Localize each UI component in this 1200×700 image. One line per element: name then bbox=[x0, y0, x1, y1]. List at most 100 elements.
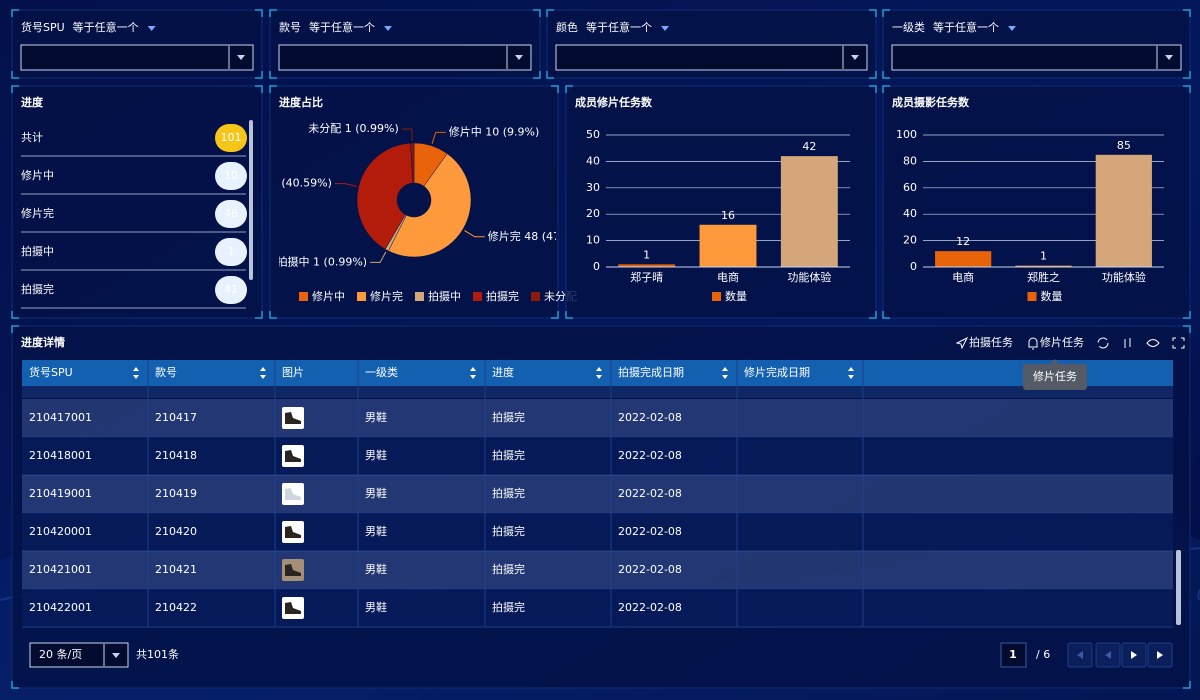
legend-label: 数量 bbox=[1041, 290, 1063, 303]
sort-caret[interactable] bbox=[722, 367, 728, 379]
refresh-icon[interactable] bbox=[1097, 337, 1109, 349]
progress-label[interactable]: 共计 bbox=[21, 131, 43, 144]
filter-label: 一级类 bbox=[892, 20, 925, 34]
corner bbox=[1183, 85, 1191, 93]
table-row[interactable] bbox=[22, 551, 1173, 589]
table-row[interactable] bbox=[22, 475, 1173, 513]
corner bbox=[255, 85, 263, 93]
send-icon bbox=[955, 336, 969, 350]
corner bbox=[533, 71, 541, 79]
table-cell: 拍摄完 bbox=[492, 410, 525, 424]
corner bbox=[255, 311, 263, 319]
column-header: 拍摄完成日期 bbox=[618, 365, 684, 379]
progress-label[interactable]: 拍摄完 bbox=[21, 282, 54, 296]
page-count: / 6 bbox=[1036, 648, 1050, 661]
bar bbox=[699, 224, 757, 267]
fullscreen-icon[interactable] bbox=[1172, 337, 1185, 349]
table-cell: 210419 bbox=[155, 487, 197, 500]
filter-select[interactable] bbox=[20, 44, 254, 71]
legend-swatch bbox=[415, 292, 424, 301]
filter-select[interactable] bbox=[891, 44, 1182, 71]
count: 41 bbox=[224, 283, 238, 296]
pie-group: 修片中 10 (9.9%) 修片完 48 (47.52%) 拍摄中 1 (0.99%… bbox=[279, 122, 593, 268]
progress-label[interactable]: 修片完 bbox=[21, 206, 54, 220]
tooltip-text: 修片任务 bbox=[1033, 369, 1077, 383]
table-row[interactable] bbox=[22, 399, 1173, 437]
table-cell: 男鞋 bbox=[365, 600, 387, 614]
page-size-select[interactable] bbox=[29, 642, 129, 668]
eye-icon[interactable] bbox=[1146, 339, 1160, 347]
table-cell: 210420001 bbox=[29, 525, 92, 538]
progress-label[interactable]: 修片中 bbox=[21, 168, 54, 182]
corner bbox=[11, 325, 19, 333]
filter-label: 货号SPU bbox=[21, 20, 65, 34]
panel-title: 进度 bbox=[21, 95, 44, 109]
filter-label: 颜色 bbox=[556, 20, 578, 34]
sort-caret[interactable] bbox=[133, 367, 139, 379]
sort-caret[interactable] bbox=[260, 367, 266, 379]
caret bbox=[147, 26, 156, 31]
progress-label[interactable]: 拍摄中 bbox=[21, 244, 54, 258]
table-cell: 拍摄完 bbox=[492, 600, 525, 614]
caret bbox=[1165, 55, 1173, 60]
chart-title: 成员摄影任务数 bbox=[892, 95, 970, 109]
filter-operator[interactable]: 等于任意一个 bbox=[73, 20, 139, 34]
corner bbox=[11, 71, 19, 79]
table-cell: 2022-02-08 bbox=[618, 411, 682, 424]
corner bbox=[255, 9, 263, 17]
corner bbox=[11, 9, 19, 17]
corner bbox=[869, 311, 877, 319]
legend-swatch bbox=[473, 292, 482, 301]
shoe-icon bbox=[285, 602, 301, 614]
filter-operator[interactable]: 等于任意一个 bbox=[309, 20, 375, 34]
sort-icon[interactable] bbox=[1124, 338, 1131, 348]
partial-row bbox=[22, 386, 1173, 398]
table-row[interactable] bbox=[22, 589, 1173, 627]
table-cell: 210422 bbox=[155, 601, 197, 614]
sort-caret[interactable] bbox=[470, 367, 476, 379]
table-cell: 2022-02-08 bbox=[618, 563, 682, 576]
action-button[interactable]: 修片任务 bbox=[1040, 335, 1084, 349]
table-cell: 210419001 bbox=[29, 487, 92, 500]
filter-operator[interactable]: 等于任意一个 bbox=[586, 20, 652, 34]
corner bbox=[551, 311, 559, 319]
shoe-icon bbox=[285, 526, 301, 538]
data-label: 1 bbox=[643, 248, 650, 261]
table-row[interactable] bbox=[22, 513, 1173, 551]
page-arrow bbox=[1105, 651, 1111, 659]
data-label: 16 bbox=[721, 209, 735, 222]
shoe-icon bbox=[285, 564, 301, 576]
table-header bbox=[22, 360, 1173, 386]
data-label: 85 bbox=[1117, 139, 1131, 152]
table-cell: 2022-02-08 bbox=[618, 525, 682, 538]
table-cell: 拍摄完 bbox=[492, 486, 525, 500]
filter-operator[interactable]: 等于任意一个 bbox=[933, 20, 999, 34]
x-tick-label: 功能体验 bbox=[1102, 270, 1146, 284]
sort-caret[interactable] bbox=[848, 367, 854, 379]
tooltip-arrow bbox=[1051, 359, 1059, 364]
y-tick-label: 0 bbox=[593, 260, 600, 273]
legend-label: 数量 bbox=[725, 290, 747, 303]
tooltip bbox=[1023, 364, 1087, 390]
total-count: 共101条 bbox=[136, 647, 179, 661]
caret bbox=[112, 653, 120, 658]
table-cell: 2022-02-08 bbox=[618, 487, 682, 500]
y-tick-label: 20 bbox=[903, 234, 917, 247]
caret bbox=[237, 55, 245, 60]
action-button[interactable]: 拍摄任务 bbox=[969, 335, 1013, 349]
x-tick-label: 电商 bbox=[952, 270, 974, 284]
pie-label: 修片中 10 (9.9%) bbox=[449, 124, 540, 138]
legend-swatch bbox=[712, 292, 721, 301]
table-cell: 男鞋 bbox=[365, 524, 387, 538]
y-tick-label: 30 bbox=[586, 181, 600, 194]
corner bbox=[565, 85, 573, 93]
filter-select[interactable] bbox=[555, 44, 868, 71]
filter-select[interactable] bbox=[278, 44, 532, 71]
table-row[interactable] bbox=[22, 437, 1173, 475]
page-input[interactable] bbox=[1000, 642, 1027, 668]
pie-label: 修片完 48 (47.52%) bbox=[488, 229, 593, 243]
caret bbox=[384, 26, 392, 31]
sort-caret[interactable] bbox=[596, 367, 602, 379]
table-cell: 210418001 bbox=[29, 449, 92, 462]
